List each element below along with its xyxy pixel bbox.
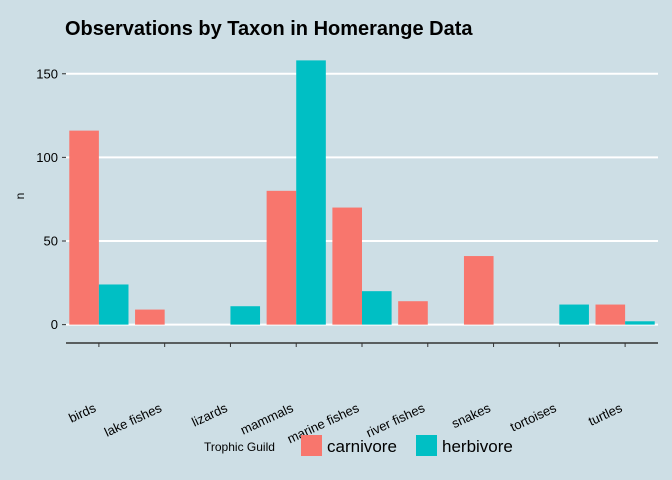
bar-carnivore-snakes (463, 256, 494, 325)
legend-key-herbivore (416, 435, 437, 456)
legend: carnivore herbivore (301, 435, 513, 456)
bar-herbivore-marine-fishes (362, 291, 392, 325)
x-tick-label: river fishes (364, 400, 428, 440)
bar-herbivore-mammals (296, 60, 326, 325)
legend-key-carnivore (301, 435, 322, 456)
bar-carnivore-turtles (595, 304, 626, 325)
bar-herbivore-birds (98, 284, 129, 325)
bar-herbivore-turtles (625, 321, 655, 325)
bar-carnivore-mammals (266, 190, 297, 325)
x-tick-label: snakes (449, 400, 493, 431)
bar-herbivore-tortoises (559, 304, 589, 325)
bars (69, 60, 655, 325)
legend-label-herbivore: herbivore (442, 437, 513, 456)
y-tick-label: 100 (36, 150, 58, 165)
y-tick-label: 150 (36, 66, 58, 81)
chart-title: Observations by Taxon in Homerange Data (65, 18, 473, 40)
bar-herbivore-lizards (230, 306, 261, 325)
y-tick-label: 0 (51, 317, 58, 332)
y-axis: 0 50 100 150 (36, 66, 66, 332)
bar-carnivore-lake-fishes (135, 309, 165, 325)
bar-carnivore-river-fishes (398, 301, 428, 325)
x-tick-label: lake fishes (102, 400, 164, 440)
x-axis-title: Trophic Guild (204, 440, 275, 454)
bar-carnivore-marine-fishes (332, 207, 362, 325)
legend-label-carnivore: carnivore (327, 437, 397, 456)
x-tick-label: birds (66, 400, 98, 426)
y-tick-label: 50 (44, 234, 58, 249)
x-tick-label: tortoises (508, 400, 559, 435)
bar-carnivore-birds (69, 130, 99, 325)
y-axis-title: n (13, 193, 27, 200)
x-tick-label: lizards (189, 400, 230, 430)
x-tick-label: turtles (586, 400, 625, 429)
